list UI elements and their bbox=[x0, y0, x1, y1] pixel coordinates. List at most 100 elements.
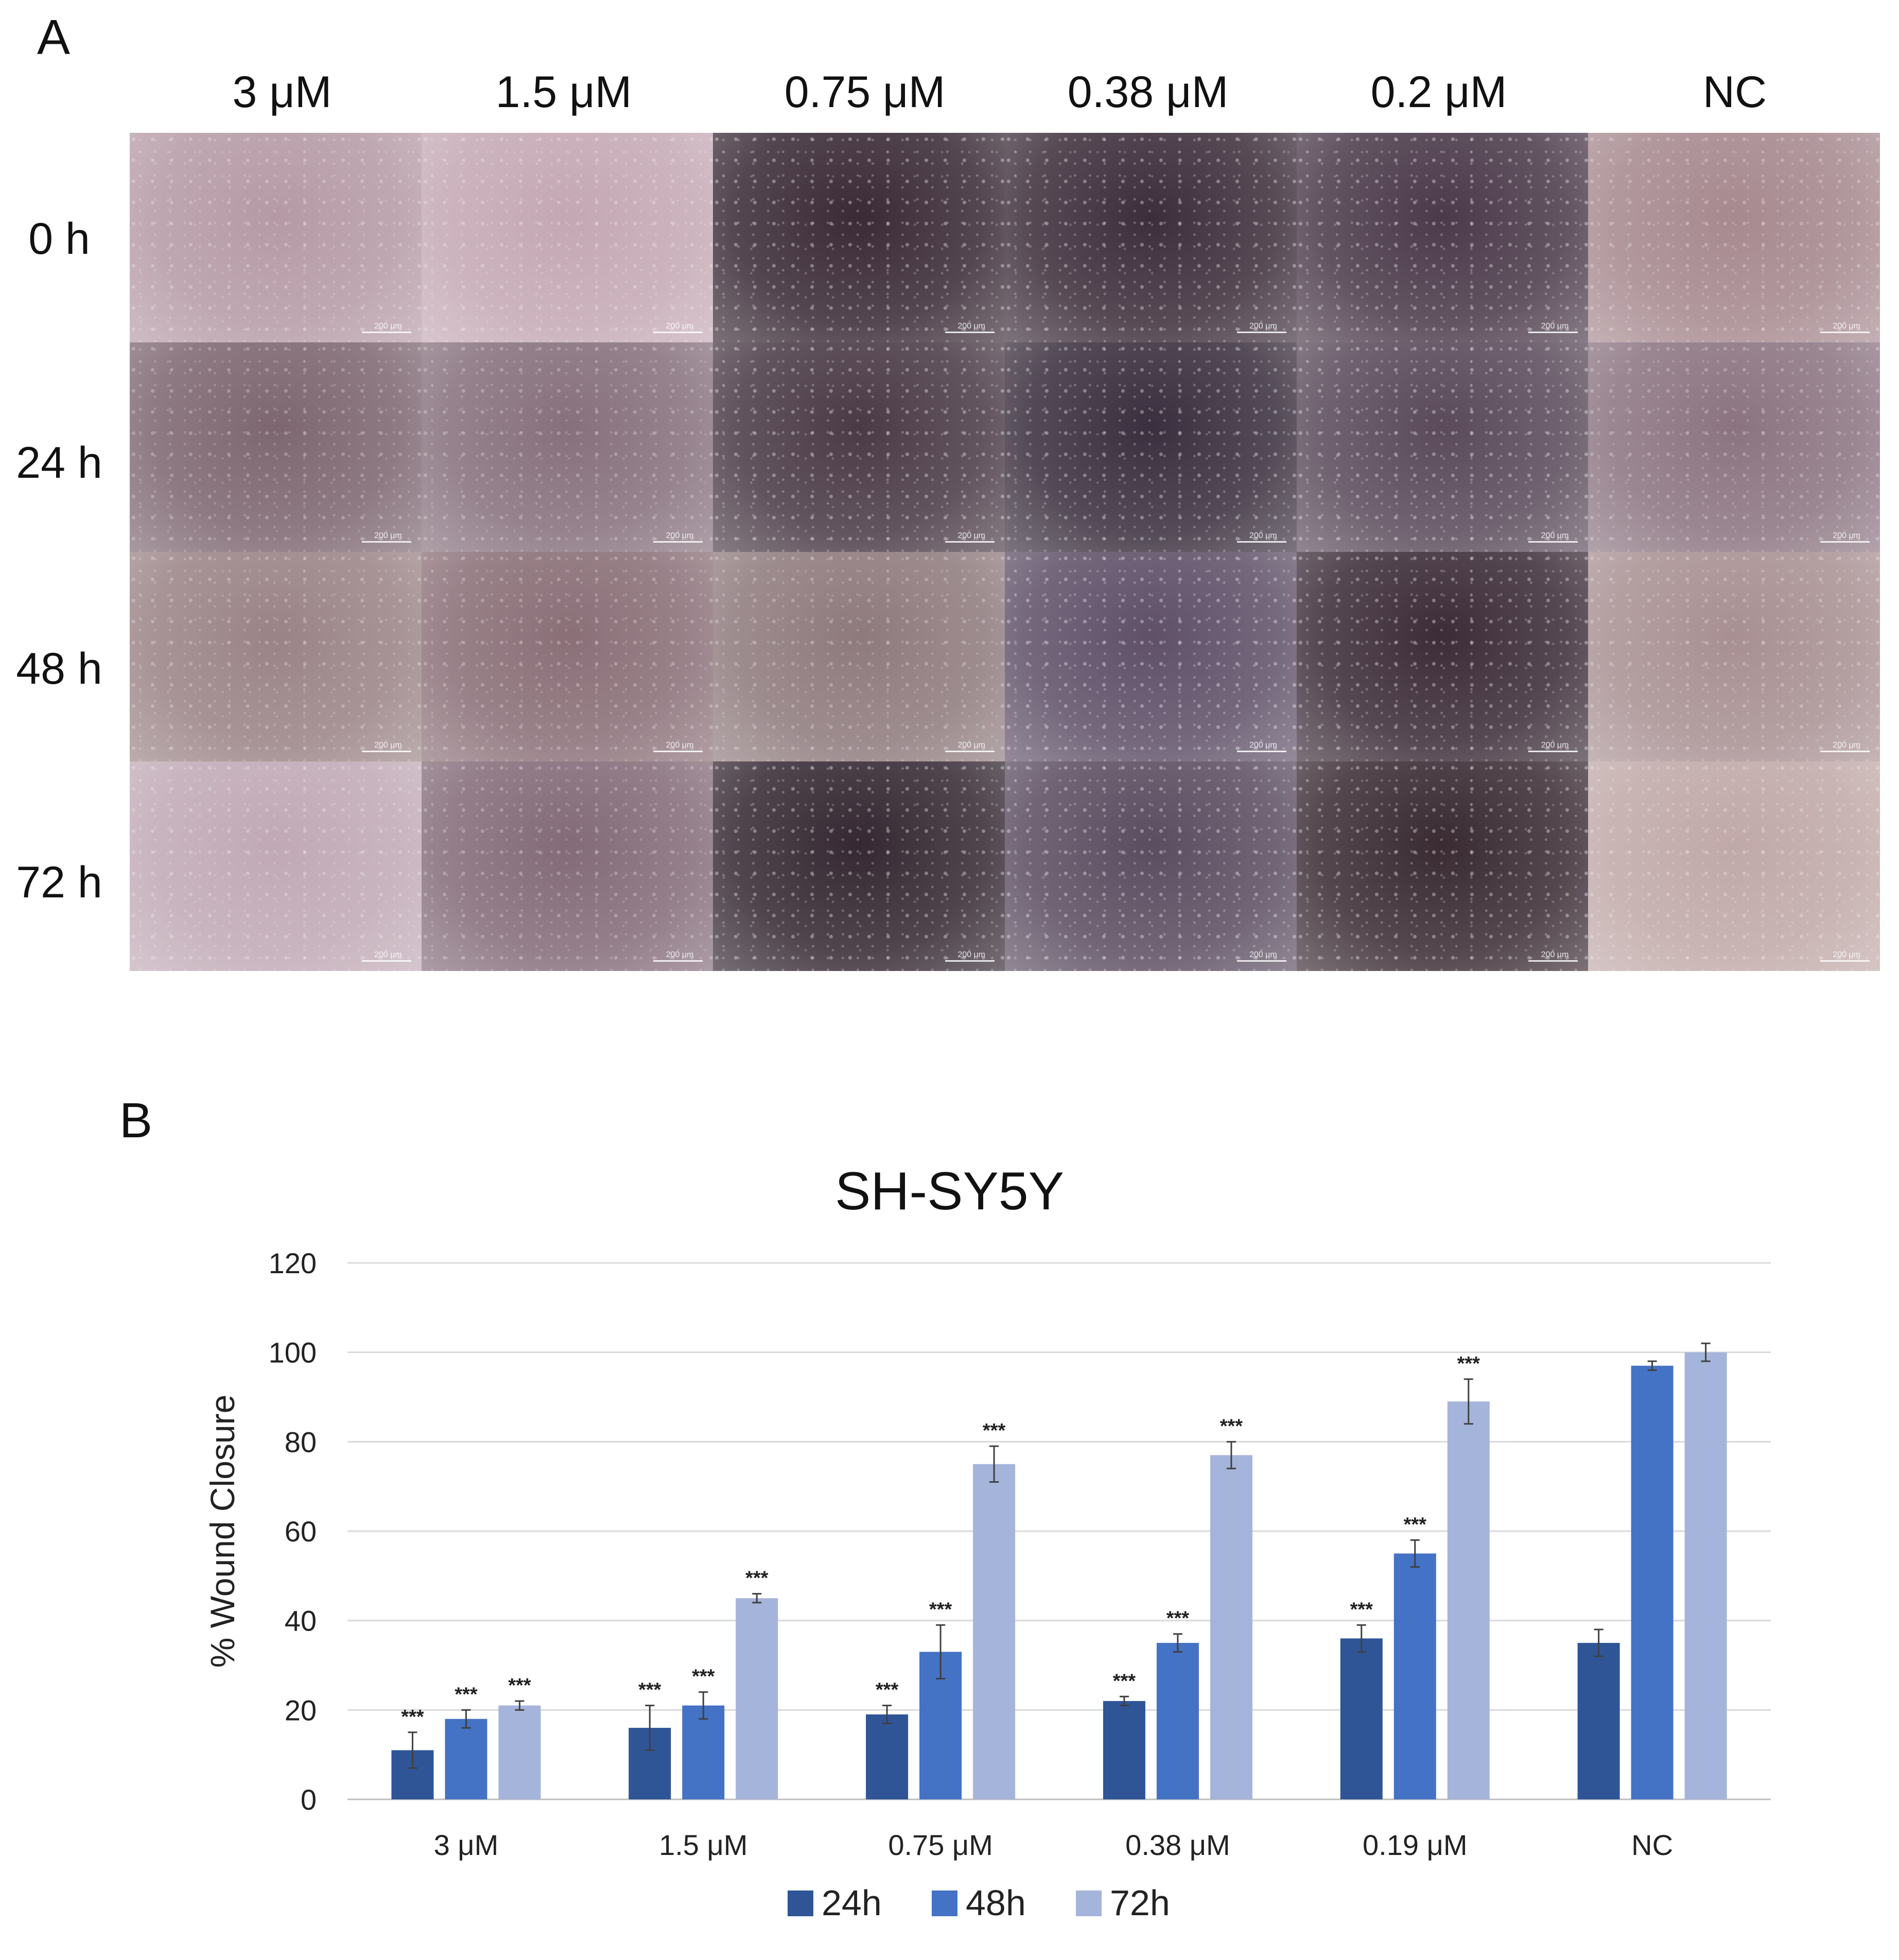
bar-72h bbox=[1684, 1352, 1727, 1799]
significance-marker: *** bbox=[1166, 1608, 1190, 1629]
microscopy-tile-r2-c1: 200 μm bbox=[421, 552, 713, 761]
scale-bar bbox=[653, 960, 703, 962]
scale-bar bbox=[361, 332, 411, 333]
column-label-0.75uM: 0.75 μM bbox=[784, 67, 946, 117]
bar-24h bbox=[1577, 1643, 1620, 1799]
scale-bar bbox=[653, 751, 703, 752]
scale-bar bbox=[1528, 541, 1578, 543]
legend-label-72h: 72h bbox=[1110, 1883, 1170, 1923]
significance-marker: *** bbox=[1113, 1670, 1136, 1692]
scale-bar bbox=[653, 332, 703, 333]
scale-bar-label: 200 μm bbox=[957, 741, 985, 750]
microscopy-tile-r0-c3: 200 μm bbox=[1005, 133, 1297, 342]
microscopy-tile-r1-c5: 200 μm bbox=[1588, 342, 1880, 552]
scale-bar-label: 200 μm bbox=[374, 322, 402, 331]
column-label-0.2uM: 0.2 μM bbox=[1370, 67, 1507, 117]
scale-bar-label: 200 μm bbox=[1249, 950, 1277, 959]
scale-bar bbox=[1528, 751, 1578, 752]
microscopy-tile-r3-c5: 200 μm bbox=[1588, 761, 1880, 971]
scale-bar bbox=[1236, 332, 1286, 333]
legend-label-48h: 48h bbox=[966, 1883, 1026, 1923]
bar-72h bbox=[1210, 1455, 1252, 1799]
legend-swatch-72h bbox=[1076, 1890, 1102, 1916]
bar-24h bbox=[1103, 1701, 1145, 1799]
scale-bar-label: 200 μm bbox=[1833, 950, 1860, 959]
microscopy-tile-r2-c4: 200 μm bbox=[1296, 552, 1589, 761]
panel-a-label: A bbox=[37, 10, 71, 65]
microscopy-tile-r3-c3: 200 μm bbox=[1005, 761, 1297, 971]
scale-bar-label: 200 μm bbox=[957, 322, 985, 331]
scale-bar bbox=[1236, 960, 1286, 962]
significance-marker: *** bbox=[1457, 1353, 1480, 1375]
significance-marker: *** bbox=[1220, 1415, 1243, 1437]
scale-bar-label: 200 μm bbox=[1541, 322, 1569, 331]
significance-marker: *** bbox=[1350, 1599, 1373, 1620]
bar-24h bbox=[866, 1714, 909, 1799]
microscopy-tile-r1-c3: 200 μm bbox=[1005, 342, 1297, 552]
microscopy-tile-r1-c4: 200 μm bbox=[1296, 342, 1589, 552]
scale-bar-label: 200 μm bbox=[666, 950, 694, 959]
y-axis-label: % Wound Closure bbox=[203, 1395, 241, 1668]
scale-bar-label: 200 μm bbox=[1541, 531, 1569, 540]
y-tick-label: 60 bbox=[285, 1515, 317, 1548]
x-tick-label: 1.5 μM bbox=[659, 1829, 747, 1861]
y-tick-label: 20 bbox=[285, 1694, 317, 1726]
significance-marker: *** bbox=[1404, 1514, 1427, 1535]
y-tick-label: 80 bbox=[285, 1426, 317, 1458]
microscopy-tile-r2-c3: 200 μm bbox=[1005, 552, 1297, 761]
bar-72h bbox=[973, 1464, 1016, 1799]
microscopy-tile-r3-c1: 200 μm bbox=[421, 761, 713, 971]
scale-bar-label: 200 μm bbox=[374, 741, 402, 750]
bar-24h bbox=[1340, 1638, 1383, 1799]
microscopy-tile-r0-c2: 200 μm bbox=[713, 133, 1005, 342]
x-tick-label: 0.38 μM bbox=[1125, 1829, 1230, 1861]
legend-swatch-24h bbox=[788, 1890, 813, 1916]
scale-bar bbox=[945, 541, 995, 543]
scale-bar bbox=[1236, 751, 1286, 752]
significance-marker: *** bbox=[929, 1599, 952, 1620]
significance-marker: *** bbox=[876, 1679, 899, 1701]
scale-bar bbox=[1236, 541, 1286, 543]
scale-bar-label: 200 μm bbox=[666, 741, 694, 750]
scale-bar-label: 200 μm bbox=[1249, 322, 1277, 331]
microscopy-tile-r0-c4: 200 μm bbox=[1296, 133, 1589, 342]
scale-bar-label: 200 μm bbox=[1833, 741, 1860, 750]
column-label-3uM: 3 μM bbox=[232, 67, 332, 117]
scale-bar bbox=[1820, 960, 1870, 962]
microscopy-tile-r0-c0: 200 μm bbox=[130, 133, 422, 342]
microscopy-tile-r2-c0: 200 μm bbox=[130, 552, 422, 761]
column-label-1.5uM: 1.5 μM bbox=[495, 67, 632, 117]
scale-bar-label: 200 μm bbox=[1833, 322, 1860, 331]
scale-bar bbox=[1528, 960, 1578, 962]
scale-bar-label: 200 μm bbox=[374, 950, 402, 959]
scale-bar-label: 200 μm bbox=[1541, 741, 1569, 750]
row-label-72h: 72 h bbox=[16, 858, 102, 907]
scale-bar bbox=[361, 541, 411, 543]
row-label-24h: 24 h bbox=[16, 438, 102, 488]
legend-label-24h: 24h bbox=[822, 1883, 882, 1923]
x-tick-label: 0.19 μM bbox=[1363, 1829, 1467, 1861]
bar-72h bbox=[1447, 1401, 1490, 1799]
microscopy-tile-r2-c5: 200 μm bbox=[1588, 552, 1880, 761]
bar-48h bbox=[1393, 1553, 1436, 1799]
significance-marker: *** bbox=[638, 1679, 661, 1701]
bar-48h bbox=[682, 1705, 725, 1799]
significance-marker: *** bbox=[455, 1684, 478, 1705]
y-tick-label: 100 bbox=[269, 1337, 317, 1369]
scale-bar-label: 200 μm bbox=[666, 531, 694, 540]
x-tick-label: 0.75 μM bbox=[888, 1829, 992, 1861]
y-tick-label: 40 bbox=[285, 1605, 317, 1637]
scale-bar bbox=[1528, 332, 1578, 333]
legend-swatch-48h bbox=[932, 1890, 957, 1916]
scale-bar bbox=[361, 960, 411, 962]
bar-48h bbox=[445, 1719, 487, 1799]
scale-bar-label: 200 μm bbox=[1249, 531, 1277, 540]
column-label-0.38uM: 0.38 μM bbox=[1067, 67, 1229, 117]
scale-bar bbox=[945, 332, 995, 333]
microscopy-tile-r3-c2: 200 μm bbox=[713, 761, 1005, 971]
scale-bar bbox=[361, 751, 411, 752]
x-tick-label: NC bbox=[1631, 1829, 1673, 1861]
row-label-0h: 0 h bbox=[28, 214, 90, 264]
bar-48h bbox=[1156, 1643, 1199, 1799]
